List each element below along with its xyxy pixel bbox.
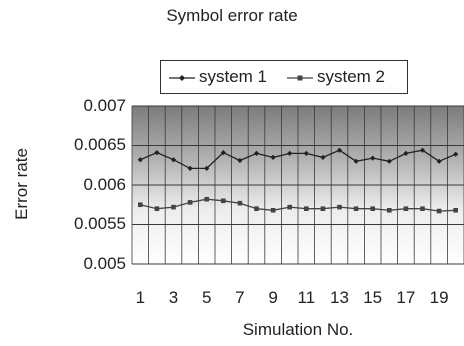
data-point bbox=[353, 206, 359, 211]
x-tick-label: 13 bbox=[330, 288, 349, 307]
x-tick-label: 3 bbox=[168, 288, 179, 307]
data-point bbox=[387, 207, 392, 213]
legend-swatch-series-1 bbox=[169, 75, 195, 81]
data-point bbox=[403, 206, 409, 211]
data-point bbox=[187, 200, 193, 205]
data-point bbox=[386, 158, 392, 164]
series-line bbox=[140, 149, 456, 170]
series-1 bbox=[137, 147, 459, 172]
data-point bbox=[287, 150, 293, 156]
y-tick-label: 0.006 bbox=[83, 175, 126, 194]
x-tick-label: 11 bbox=[297, 288, 316, 307]
legend: system 1 system 2 bbox=[160, 60, 408, 94]
data-point bbox=[270, 207, 276, 213]
data-point bbox=[337, 204, 342, 210]
data-point bbox=[187, 165, 193, 172]
data-point bbox=[154, 150, 160, 156]
data-point bbox=[138, 202, 143, 208]
data-point bbox=[170, 157, 177, 163]
legend-item-series-1: system 1 bbox=[167, 61, 285, 93]
data-point bbox=[270, 154, 276, 160]
grid bbox=[131, 105, 464, 265]
legend-label-series-1: system 1 bbox=[199, 67, 268, 86]
data-point bbox=[303, 150, 309, 156]
x-tick-label: 9 bbox=[268, 288, 278, 307]
data-point bbox=[237, 200, 243, 206]
data-point bbox=[221, 198, 226, 204]
x-tick-label: 1 bbox=[135, 288, 146, 307]
y-tick-label: 0.0065 bbox=[74, 135, 126, 154]
data-point bbox=[304, 206, 309, 211]
data-point bbox=[320, 206, 326, 211]
data-point bbox=[237, 157, 243, 164]
data-point bbox=[171, 204, 176, 210]
data-point bbox=[436, 208, 442, 214]
data-point bbox=[154, 206, 160, 211]
chart-title: Symbol error rate bbox=[166, 6, 298, 25]
data-point bbox=[370, 155, 376, 161]
legend-item-series-2: system 2 bbox=[285, 61, 403, 93]
series-layer bbox=[137, 147, 459, 214]
x-tick-label: 5 bbox=[201, 288, 212, 307]
series-2 bbox=[138, 196, 458, 214]
data-point bbox=[453, 207, 458, 213]
data-point bbox=[436, 158, 442, 164]
series-line bbox=[140, 198, 456, 212]
data-point bbox=[420, 206, 425, 211]
data-point bbox=[253, 150, 260, 156]
x-tick-label: 17 bbox=[396, 288, 416, 307]
x-tick-label: 15 bbox=[363, 288, 383, 307]
data-point bbox=[287, 204, 292, 210]
y-tick-label: 0.0055 bbox=[74, 214, 126, 233]
y-axis-label: Error rate bbox=[12, 148, 31, 220]
x-tick-label: 19 bbox=[429, 288, 449, 307]
x-axis-label: Simulation No. bbox=[242, 320, 354, 339]
data-point bbox=[204, 196, 209, 202]
y-tick-label: 0.005 bbox=[83, 254, 126, 273]
data-point bbox=[204, 165, 210, 172]
data-point bbox=[137, 157, 143, 163]
data-point bbox=[403, 150, 409, 156]
x-tick-label: 7 bbox=[235, 288, 245, 307]
y-tick-label: 0.007 bbox=[83, 96, 126, 115]
legend-swatch-series-2 bbox=[287, 75, 313, 81]
data-point bbox=[320, 154, 326, 160]
legend-label-series-2: system 2 bbox=[317, 67, 386, 86]
data-point bbox=[453, 151, 459, 157]
data-point bbox=[419, 147, 426, 153]
data-point bbox=[370, 206, 375, 211]
data-point bbox=[220, 150, 226, 156]
data-point bbox=[254, 206, 259, 211]
data-point bbox=[353, 158, 359, 164]
data-point bbox=[336, 147, 343, 153]
